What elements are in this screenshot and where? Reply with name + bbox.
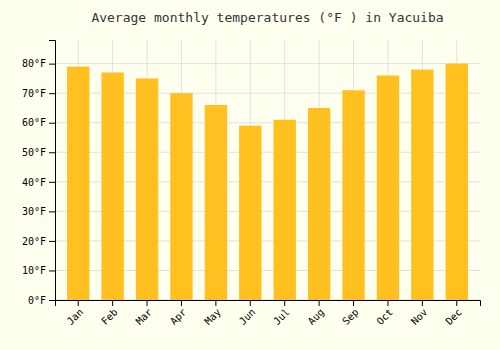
- y-tick-mark: [49, 270, 55, 271]
- y-tick-label: 60°F: [22, 117, 46, 128]
- x-tick: Oct: [374, 300, 395, 327]
- x-tick: Jul: [271, 300, 292, 327]
- x-tick-mark: [112, 300, 113, 306]
- y-tick-mark: [49, 300, 55, 301]
- x-tick-mark: [456, 300, 457, 306]
- x-tick-label: May: [202, 306, 223, 327]
- x-tick-mark: [215, 300, 216, 306]
- x-tick: Jan: [65, 300, 86, 327]
- x-tick-mark: [78, 300, 79, 306]
- bar: [274, 120, 296, 300]
- chart-svg: Jan Feb Mar Apr May Jun Jul Aug Sep Oct Nov Dec 0°F 1…: [0, 0, 500, 350]
- y-tick: 50°F: [22, 147, 55, 158]
- title: Average monthly temperatures (°F ) in Ya…: [91, 10, 443, 25]
- y-tick-label: 40°F: [22, 177, 46, 188]
- y-tick-mark: [49, 241, 55, 242]
- y-tick: 10°F: [22, 265, 55, 276]
- y-tick-label: 10°F: [22, 265, 46, 276]
- x-tick-mark: [319, 300, 320, 306]
- x-tick-label: Oct: [374, 306, 395, 327]
- x-tick: Mar: [134, 300, 155, 327]
- x-tick-label: Mar: [134, 306, 155, 327]
- bar: [67, 67, 89, 300]
- x-tick-label: Aug: [306, 306, 327, 327]
- bars: [67, 64, 468, 300]
- x-tick-mark: [422, 300, 423, 306]
- bar: [411, 70, 433, 300]
- background: [0, 0, 500, 350]
- bar: [205, 105, 227, 300]
- bar: [377, 75, 399, 300]
- y-tick: 60°F: [22, 117, 55, 128]
- bar: [308, 108, 330, 300]
- x-tick-label: Sep: [340, 306, 361, 327]
- bar: [170, 93, 192, 300]
- y-tick-label: 50°F: [22, 147, 46, 158]
- y-tick-label: 0°F: [28, 295, 46, 306]
- plot-area: Jan Feb Mar Apr May Jun Jul Aug Sep Oct Nov Dec 0°F 1…: [22, 40, 481, 327]
- x-tick-mark: [387, 300, 388, 306]
- x-tick-label: Jun: [237, 306, 258, 327]
- x-tick: Nov: [409, 300, 430, 327]
- y-tick: 70°F: [22, 88, 55, 99]
- y-tick-mark: [49, 182, 55, 183]
- x-tick: Jun: [237, 300, 258, 327]
- x-tick-mark: [284, 300, 285, 306]
- x-tick-mark: [353, 300, 354, 306]
- x-tick-mark: [250, 300, 251, 306]
- y-tick-mark: [49, 123, 55, 124]
- bar: [136, 78, 158, 300]
- x-axis: Jan Feb Mar Apr May Jun Jul Aug Sep Oct Nov Dec: [56, 300, 481, 327]
- x-tick: May: [202, 300, 223, 327]
- grid: [55, 40, 480, 300]
- y-tick: 20°F: [22, 236, 55, 247]
- y-tick-mark: [49, 64, 55, 65]
- x-tick-label: Feb: [99, 306, 120, 327]
- y-tick-mark: [49, 152, 55, 153]
- x-tick-label: Dec: [443, 306, 464, 327]
- x-tick-mark: [181, 300, 182, 306]
- x-tick: Dec: [443, 300, 464, 327]
- y-tick-label: 80°F: [22, 58, 46, 69]
- x-tick-label: Jul: [271, 306, 292, 327]
- bar: [342, 90, 364, 300]
- y-axis: 0°F 10°F 20°F 30°F 40°F 50°F 60°F 70°F 80°F: [22, 41, 56, 306]
- y-tick-label: 30°F: [22, 206, 46, 217]
- y-tick-mark: [49, 93, 55, 94]
- x-tick-mark: [147, 300, 148, 306]
- y-tick-mark: [49, 211, 55, 212]
- y-axis-line: [49, 41, 56, 301]
- y-tick-label: 70°F: [22, 88, 46, 99]
- x-tick-label: Apr: [168, 306, 189, 327]
- x-tick: Feb: [99, 300, 120, 327]
- y-tick: 30°F: [22, 206, 55, 217]
- y-tick: 80°F: [22, 58, 55, 69]
- x-tick-label: Nov: [409, 306, 430, 327]
- x-tick: Apr: [168, 300, 189, 327]
- x-tick-label: Jan: [65, 306, 86, 327]
- x-tick: Aug: [306, 300, 327, 327]
- bar: [239, 126, 261, 300]
- y-tick-label: 20°F: [22, 236, 46, 247]
- y-grid-line: [55, 63, 480, 64]
- x-tick: Sep: [340, 300, 361, 327]
- y-tick: 0°F: [28, 295, 55, 306]
- x-axis-line: [56, 301, 481, 307]
- bar: [101, 73, 123, 301]
- y-tick: 40°F: [22, 177, 55, 188]
- bar: [446, 64, 468, 300]
- chart-container: Jan Feb Mar Apr May Jun Jul Aug Sep Oct Nov Dec 0°F 1…: [0, 0, 500, 350]
